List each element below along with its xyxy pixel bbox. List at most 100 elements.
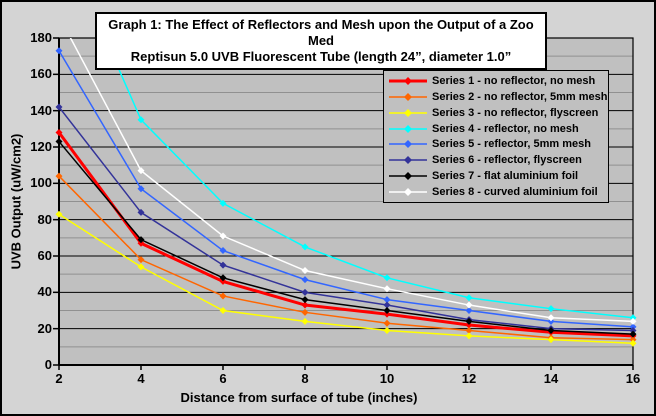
y-axis-title: UVB Output (uW/cm2) [8,133,24,270]
y-tick-label: 80 [37,211,52,227]
series-3-marker [547,336,555,344]
x-axis-title: Distance from surface of tube (inches) [180,390,418,405]
series-4-marker [629,314,637,322]
legend-item-series-7: Series 7 - flat aluminium foil [384,169,608,184]
x-tick-label: 2 [55,371,63,386]
y-tick-label: 140 [30,102,52,118]
legend-item-series-8: Series 8 - curved aluminium foil [384,185,608,200]
series-8-marker [301,267,309,275]
legend-item-series-4: Series 4 - reflector, no mesh [384,121,608,136]
series-1-marker [465,321,473,329]
legend-line-marker-icon [389,108,427,117]
series-4-marker [219,199,227,207]
series-7-marker [547,326,555,334]
legend-label: Series 7 - flat aluminium foil [432,170,579,183]
series-8-marker [547,314,555,322]
series-6-marker [55,103,63,111]
series-1-marker [219,277,227,285]
legend-label: Series 2 - no reflector, 5mm mesh [432,90,608,103]
legend-line-marker-icon [389,188,427,197]
x-tick-label: 12 [461,371,477,386]
legend-item-series-1: Series 1 - no reflector, no mesh [384,73,608,88]
series-2-marker [383,319,391,327]
series-1-marker [383,310,391,318]
series-8-marker [383,285,391,293]
series-2-marker [301,308,309,316]
series-3-marker [465,332,473,340]
series-8-marker [219,232,227,240]
series-5-marker [465,307,473,314]
y-tick-label: 20 [37,320,52,336]
series-3-marker [55,210,63,218]
series-8-marker [56,13,63,20]
series-8-marker [137,167,145,175]
series-layer [55,13,637,347]
series-5 [55,47,637,331]
series-7-marker [629,330,637,338]
series-4-marker [137,116,145,124]
series-5-marker [301,276,309,284]
x-tick-label: 14 [543,371,559,386]
series-2-marker [219,292,227,300]
series-3 [55,210,637,347]
legend-label: Series 5 - reflector, 5mm mesh [432,138,591,151]
y-tick-label: 160 [30,66,52,82]
series-8-marker [629,317,637,325]
y-tick-label: 120 [30,139,52,154]
series-8 [56,13,637,325]
legend-label: Series 1 - no reflector, no mesh [432,74,596,87]
series-7-marker [301,296,309,304]
series-6-marker [219,261,227,269]
series-2-marker [629,336,637,344]
legend-label: Series 6 - reflector, flyscreen [432,154,582,167]
series-3-marker [219,307,227,314]
legend-item-series-6: Series 6 - reflector, flyscreen [384,153,608,168]
series-7-marker [465,317,473,325]
series-5-marker [55,47,63,55]
series-6-marker [301,288,309,296]
x-tick-label: 16 [625,371,641,386]
series-5-marker [219,247,227,255]
series-3-marker [301,317,309,325]
y-tick-label: 40 [37,284,52,300]
legend-line-marker-icon [389,124,427,133]
series-6-marker [137,208,145,216]
series-4-marker [301,243,309,251]
series-5-marker [629,323,637,331]
series-1-marker [301,301,309,309]
series-4-marker [547,305,555,313]
legend-label: Series 8 - curved aluminium foil [432,186,598,199]
chart-title-line2: Reptisun 5.0 UVB Fluorescent Tube (lengt… [130,49,512,64]
series-8-marker [465,301,473,309]
series-7-line [58,141,634,335]
x-tick-label: 6 [219,371,227,386]
series-5-marker [137,185,145,193]
series-7-marker [137,236,145,244]
series-4-marker [383,274,391,282]
legend-label: Series 4 - reflector, no mesh [432,122,579,135]
y-tick-label: 60 [37,248,52,263]
series-6-marker [383,301,391,309]
chart-title-line1: Graph 1: The Effect of Reflectors and Me… [108,17,534,48]
legend-line-marker-icon [389,140,427,149]
series-3-marker [629,339,637,347]
series-1-line [57,131,634,338]
series-2-line [58,175,634,341]
series-7-marker [55,138,63,146]
series-7-marker [219,274,227,282]
y-tick-label: 100 [30,175,52,191]
series-1 [55,128,637,340]
legend-item-series-5: Series 5 - reflector, 5mm mesh [384,137,608,152]
legend-line-marker-icon [389,156,427,165]
series-3-marker [383,326,391,334]
series-6-line [58,106,634,332]
series-5-line [58,50,634,328]
series-4-line [104,38,634,319]
series-2-marker [465,326,473,334]
series-1-marker [55,128,63,136]
series-3-line [58,213,634,344]
chart-title: Graph 1: The Effect of Reflectors and Me… [95,12,547,70]
x-tick-label: 10 [379,371,395,386]
series-3-marker [137,263,145,271]
legend-line-marker-icon [389,76,427,85]
